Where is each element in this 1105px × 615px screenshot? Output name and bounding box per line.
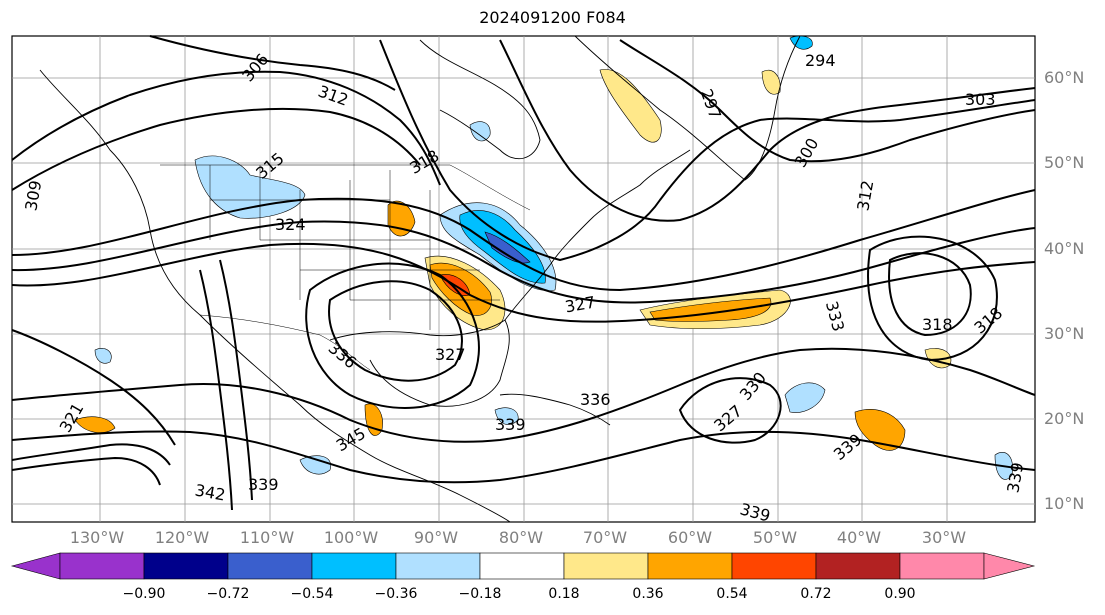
lat-label: 40°N [1044, 239, 1085, 258]
lon-label: 50°W [752, 528, 798, 547]
contour-atlantic-high [888, 252, 972, 337]
blue-region-caribbean [494, 407, 519, 425]
lon-label: 80°W [498, 528, 544, 547]
contour-low-atlantic [678, 377, 782, 444]
lon-label: 60°W [667, 528, 713, 547]
map-title: 2024091200 F084 [479, 8, 626, 27]
contour-northwest [11, 70, 441, 186]
lat-label: 60°N [1044, 68, 1085, 87]
colorbar-segment [983, 552, 1036, 580]
blue-region-pacific [94, 348, 112, 364]
contour-label: 294 [805, 51, 836, 70]
colorbar-segment [143, 552, 229, 580]
colorbar-segment [479, 552, 565, 580]
blue-region-atlantic [784, 382, 826, 413]
colorbar-segment [395, 552, 481, 580]
contour-pacific-low [11, 443, 171, 466]
lon-label: 70°W [582, 528, 628, 547]
contour-trough-east-2 [499, 39, 1036, 222]
contour-subtropic-2 [11, 430, 1036, 484]
contour-label: 303 [965, 90, 996, 109]
lon-label: 110°W [239, 528, 295, 547]
orange-region-west-atlantic [649, 297, 772, 322]
colorbar-segment [563, 552, 649, 580]
contour-wave-2 [11, 220, 1036, 304]
lon-label: 30°W [921, 528, 967, 547]
contour-west-1 [11, 329, 176, 446]
colorbar-segment [10, 552, 61, 580]
colorbar-segment [227, 552, 313, 580]
contour-atlantic-high-2 [867, 235, 998, 362]
lon-label: 100°W [323, 528, 379, 547]
blue-region-mexico [299, 455, 332, 475]
contour-label: 339 [495, 415, 526, 434]
contour-label: 339 [248, 475, 279, 494]
colorbar-segment [815, 552, 901, 580]
orange-region-pacific [74, 416, 116, 433]
colorbar-tick-label: 0.18 [548, 586, 580, 602]
contour-pacific-low-2 [11, 456, 161, 486]
yellow-region-labrador [599, 69, 662, 143]
lat-label: 10°N [1044, 494, 1085, 513]
colorbar-segment [731, 552, 817, 580]
contour-label: 327 [435, 345, 466, 364]
contour-northwest-2 [11, 107, 421, 191]
us-mexico-border [199, 314, 371, 371]
colorbar-tick-label: −0.90 [122, 586, 166, 602]
contour-label: 336 [580, 390, 611, 409]
colorbar-tick-label: 0.36 [632, 586, 664, 602]
colorbar-tick-label: −0.36 [374, 586, 418, 602]
contour-wave-3 [11, 242, 1036, 323]
contour-label: 318 [922, 315, 953, 334]
lat-label: 30°N [1044, 324, 1085, 343]
contour-high-gulf [328, 280, 463, 382]
greenland-coast [574, 35, 801, 181]
colorbar-tick-label: 0.90 [884, 586, 916, 602]
colorbar [10, 552, 1036, 580]
contour-north-1 [149, 35, 396, 91]
contour-label: 324 [275, 215, 306, 234]
colorbar-tick-label: 0.54 [716, 586, 748, 602]
lon-label: 40°W [836, 528, 882, 547]
colorbar-segment [59, 552, 145, 580]
colorbar-segment [899, 552, 985, 580]
contour-wave-1 [11, 189, 1036, 292]
lat-label: 20°N [1044, 409, 1085, 428]
colorbar-tick-label: −0.54 [290, 586, 334, 602]
contour-trough-east [379, 39, 1036, 262]
lon-label: 120°W [154, 528, 210, 547]
hudson-bay [419, 39, 541, 160]
lat-label: 50°N [1044, 153, 1085, 172]
yellow-region-north-atlantic [761, 69, 781, 95]
cuba [499, 393, 611, 426]
lon-label: 90°W [413, 528, 459, 547]
contour-high-gulf-2 [305, 262, 480, 409]
lon-label: 130°W [69, 528, 125, 547]
colorbar-segment [647, 552, 733, 580]
gulf-of-mexico-coast [329, 319, 510, 407]
contour-greenland [619, 39, 1036, 163]
colorbar-tick-label: 0.72 [800, 586, 832, 602]
colorbar-tick-label: −0.18 [458, 586, 502, 602]
height-contours [11, 35, 1036, 511]
dark-blue-region-great-lakes [484, 231, 531, 264]
colorbar-segment [311, 552, 397, 580]
contour-west-3 [199, 269, 233, 511]
contour-west-2 [219, 259, 253, 501]
orange-region-mid-atlantic [854, 409, 906, 451]
us-canada-border [160, 164, 531, 211]
colorbar-tick-label: −0.72 [206, 586, 250, 602]
us-east-coast [504, 149, 691, 321]
blue-region-hudson [469, 121, 491, 142]
